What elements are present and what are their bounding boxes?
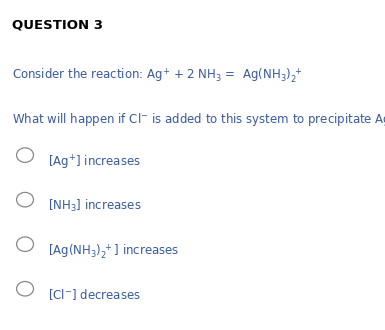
Text: What will happen if $\mathregular{Cl^{-}}$ is added to this system to precipitat: What will happen if $\mathregular{Cl^{-}…	[12, 111, 385, 128]
Text: $\mathregular{[Ag(NH_3)_2^{\ +}]}$ increases: $\mathregular{[Ag(NH_3)_2^{\ +}]}$ incre…	[48, 243, 179, 261]
Text: QUESTION 3: QUESTION 3	[12, 18, 102, 31]
Text: $\mathregular{[Cl^{-}]}$ decreases: $\mathregular{[Cl^{-}]}$ decreases	[48, 287, 141, 302]
Text: $\mathregular{[NH_3]}$ increases: $\mathregular{[NH_3]}$ increases	[48, 198, 142, 214]
Text: $\mathregular{[Ag^{+}]}$ increases: $\mathregular{[Ag^{+}]}$ increases	[48, 153, 141, 172]
Text: Consider the reaction: $\mathregular{Ag^{+}}$ + 2 $\mathregular{NH_3}$ =  $\math: Consider the reaction: $\mathregular{Ag^…	[12, 66, 302, 85]
